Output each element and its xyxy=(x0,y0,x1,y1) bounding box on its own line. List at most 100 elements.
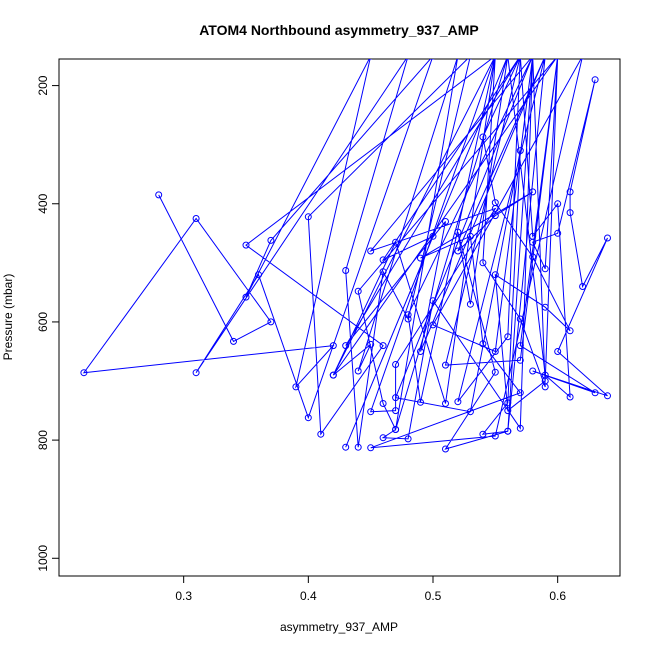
data-point xyxy=(555,59,560,60)
data-point xyxy=(392,238,400,246)
data-point xyxy=(518,59,523,60)
data-point xyxy=(367,340,375,348)
data-point xyxy=(230,337,237,345)
data-point xyxy=(192,215,200,222)
x-tick-label: 0.4 xyxy=(300,589,317,603)
data-point xyxy=(493,59,498,60)
data-point xyxy=(454,247,462,255)
data-point xyxy=(342,267,350,274)
data-point xyxy=(491,368,499,376)
data-point xyxy=(516,147,524,155)
data-point xyxy=(267,318,275,326)
data-point xyxy=(404,311,412,319)
data-point xyxy=(491,432,499,440)
data-point xyxy=(456,59,460,60)
data-point xyxy=(543,59,548,60)
data-point xyxy=(516,424,524,432)
data-point xyxy=(541,383,549,391)
data-point xyxy=(442,361,449,369)
data-point xyxy=(518,59,523,60)
x-tick-label: 0.3 xyxy=(175,589,192,603)
data-point xyxy=(417,398,424,406)
chart-title: ATOM4 Northbound asymmetry_937_AMP xyxy=(199,22,479,38)
data-point xyxy=(304,213,312,221)
data-point xyxy=(80,369,88,377)
y-tick-label: 1000 xyxy=(36,545,50,572)
data-point xyxy=(566,209,574,217)
data-point xyxy=(591,389,599,397)
data-point xyxy=(392,407,400,415)
data-point xyxy=(466,408,474,416)
data-point xyxy=(529,253,537,261)
data-point xyxy=(354,367,362,375)
data-point xyxy=(431,59,435,60)
series-line xyxy=(82,59,608,450)
data-point xyxy=(580,59,585,60)
y-axis: 200 400 600 800 1000 xyxy=(36,75,59,572)
data-point xyxy=(529,367,537,375)
data-point xyxy=(516,342,524,350)
data-point xyxy=(554,348,562,355)
data-point xyxy=(429,297,437,305)
data-point xyxy=(516,356,524,364)
data-point xyxy=(529,232,537,240)
data-point xyxy=(368,59,373,60)
data-point xyxy=(454,398,462,406)
data-point xyxy=(417,254,424,262)
data-point xyxy=(491,212,499,220)
y-axis-label: Pressure (mbar) xyxy=(1,274,15,361)
data-point xyxy=(505,59,510,60)
data-point xyxy=(468,59,473,60)
data-point xyxy=(354,287,362,295)
data-point xyxy=(479,133,487,141)
data-point xyxy=(541,303,549,311)
data-point xyxy=(466,300,474,308)
data-point xyxy=(429,321,437,329)
data-point xyxy=(155,191,163,199)
data-point xyxy=(292,383,300,391)
data-point xyxy=(466,232,474,240)
data-point xyxy=(541,371,549,379)
data-point xyxy=(404,315,412,323)
data-point xyxy=(555,59,560,60)
data-point xyxy=(342,443,350,451)
data-point xyxy=(392,426,400,433)
data-point xyxy=(566,327,574,335)
data-point xyxy=(504,427,512,435)
data-point xyxy=(367,408,375,416)
data-point xyxy=(454,228,462,236)
data-point xyxy=(491,199,499,207)
data-point xyxy=(379,400,387,407)
data-point xyxy=(406,59,410,60)
data-point xyxy=(505,59,510,60)
data-point xyxy=(442,445,449,453)
data-point xyxy=(543,59,548,60)
data-point xyxy=(591,76,599,84)
data-point xyxy=(379,342,387,350)
data-point xyxy=(516,389,524,397)
data-point xyxy=(504,399,512,407)
data-point xyxy=(379,434,387,442)
y-tick-label: 600 xyxy=(36,312,50,332)
data-point xyxy=(541,265,549,273)
data-point xyxy=(417,348,424,355)
data-point xyxy=(329,342,337,350)
series-layer xyxy=(80,59,611,453)
y-tick-label: 400 xyxy=(36,193,50,213)
data-point xyxy=(491,348,499,355)
x-tick-label: 0.6 xyxy=(549,589,566,603)
plot-frame xyxy=(58,58,621,577)
data-point xyxy=(242,241,250,249)
data-point xyxy=(392,361,400,368)
data-point xyxy=(566,393,574,401)
data-point xyxy=(604,392,611,400)
data-point xyxy=(442,218,449,225)
data-point xyxy=(579,283,587,290)
data-point xyxy=(518,59,523,60)
data-point xyxy=(255,271,262,279)
data-point xyxy=(404,435,412,443)
data-point xyxy=(479,430,487,438)
data-point xyxy=(554,229,562,237)
data-point xyxy=(516,315,524,323)
